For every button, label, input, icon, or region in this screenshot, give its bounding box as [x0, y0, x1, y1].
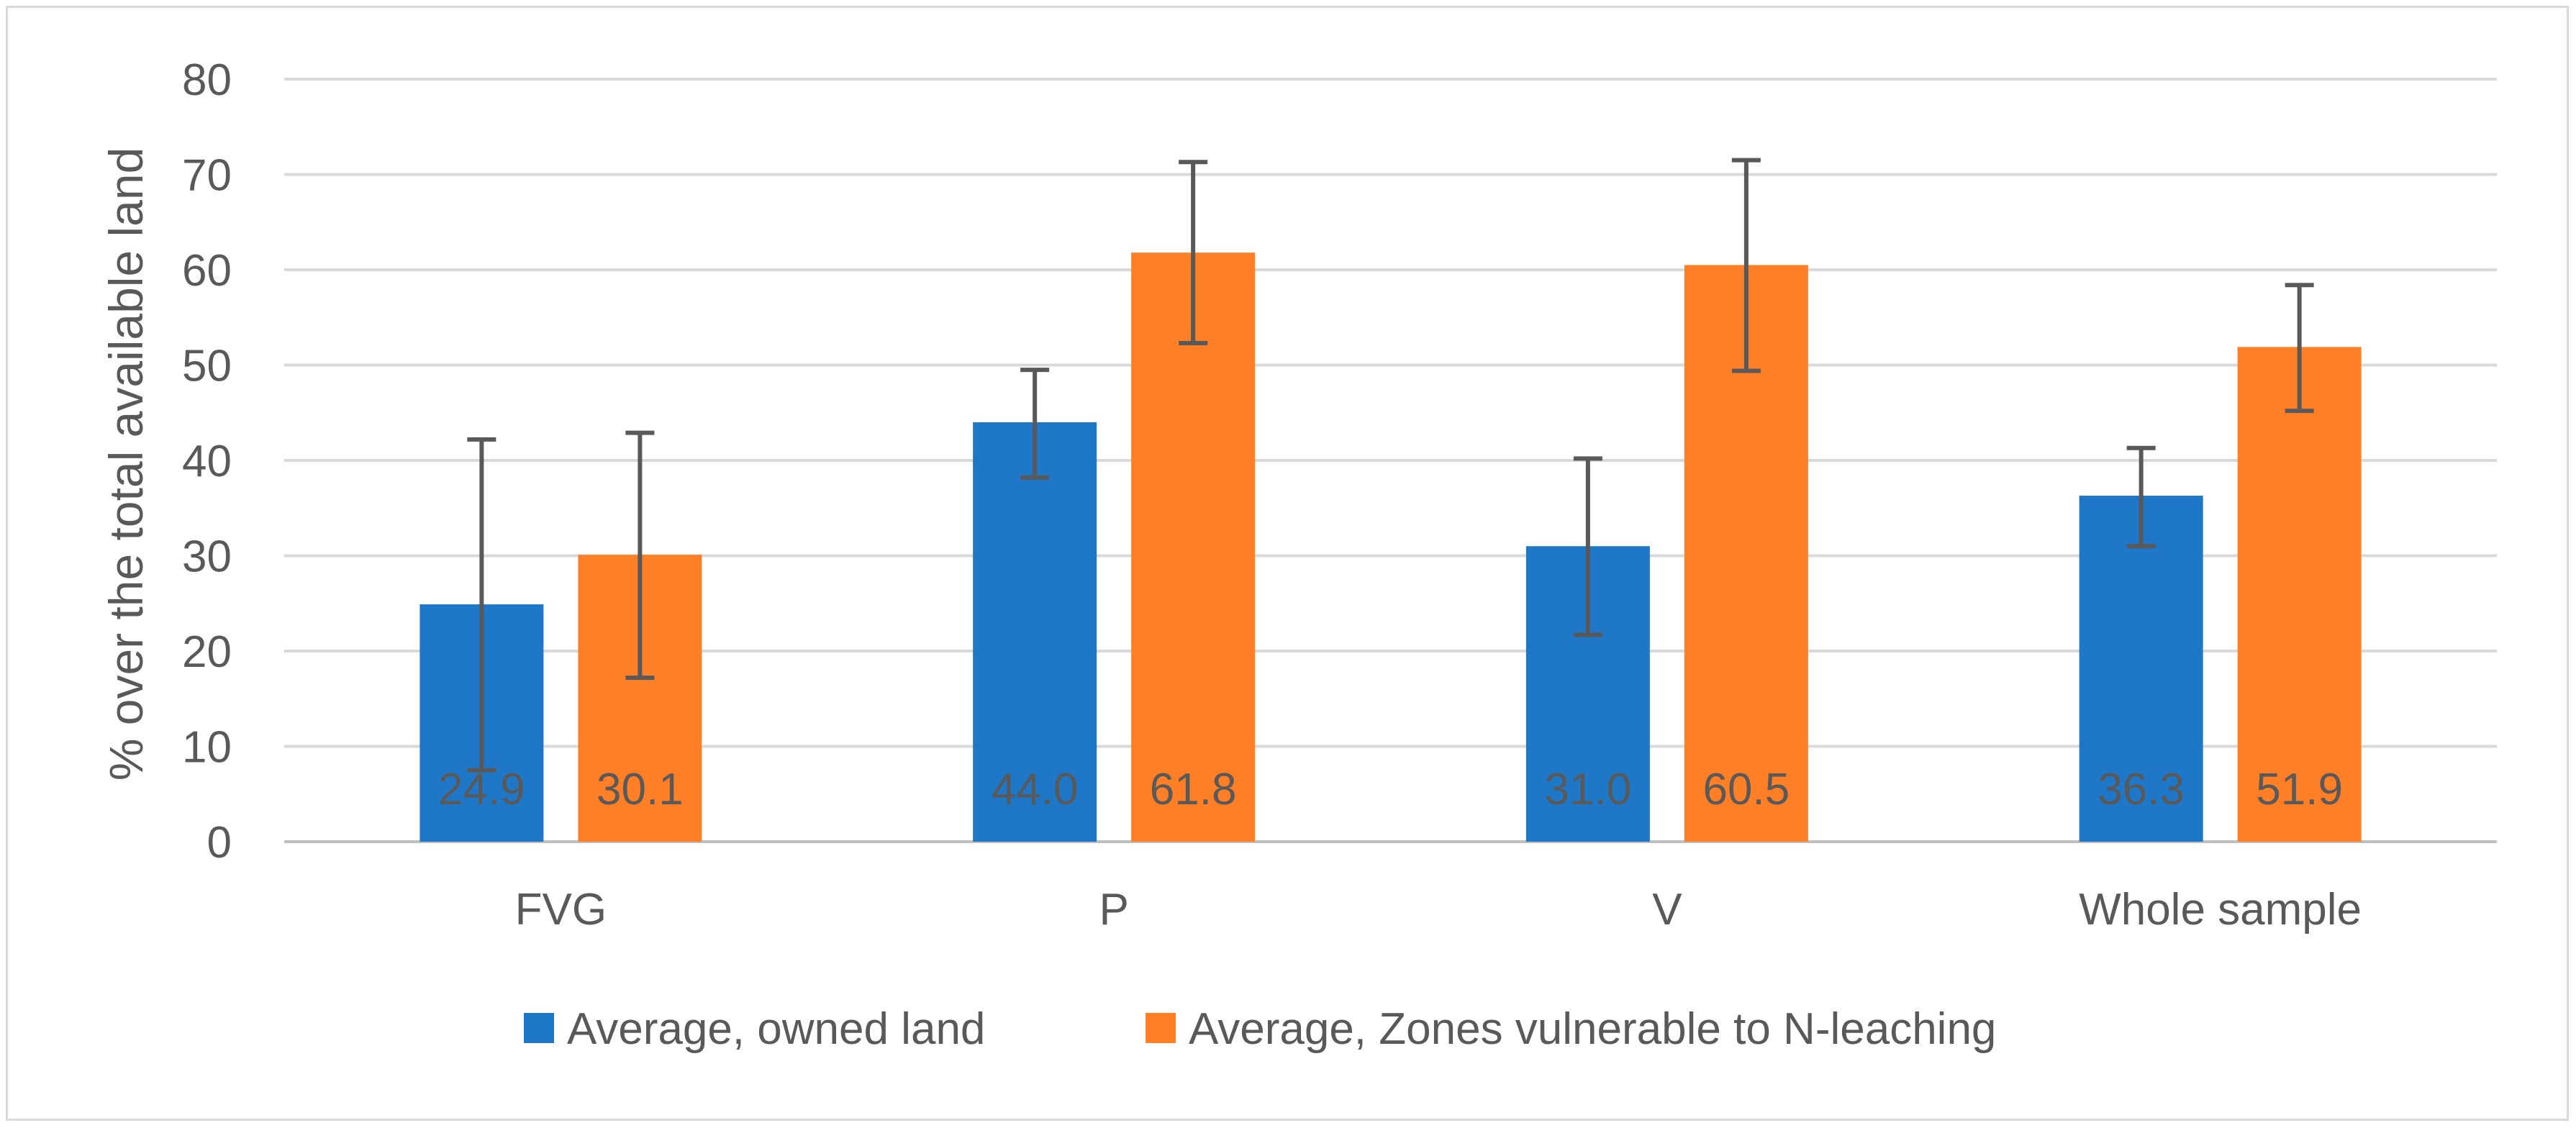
- x-tick-label: Whole sample: [2079, 885, 2362, 934]
- y-tick-label: 20: [182, 627, 232, 677]
- y-axis-label: % over the total available land: [99, 147, 153, 781]
- y-tick-label: 40: [182, 437, 232, 486]
- legend-swatch: [1146, 1013, 1176, 1043]
- bar-nvz-3: [2237, 347, 2362, 842]
- bars: [419, 253, 2362, 842]
- bar-owned-1: [973, 422, 1097, 842]
- data-label: 30.1: [597, 765, 684, 814]
- legend-label: Average, Zones vulnerable to N-leaching: [1189, 1004, 1996, 1054]
- x-tick-label: FVG: [515, 885, 607, 934]
- bar-owned-3: [2079, 496, 2203, 842]
- legend: Average, owned land Average, Zones vulner…: [524, 1004, 1996, 1054]
- data-label: 61.8: [1150, 765, 1237, 814]
- y-tick-label: 70: [182, 151, 232, 201]
- y-tick-label: 60: [182, 246, 232, 296]
- y-tick-label: 50: [182, 342, 232, 391]
- legend-swatch: [524, 1013, 554, 1043]
- data-label: 60.5: [1703, 765, 1790, 814]
- x-tick-label: P: [1099, 885, 1128, 934]
- y-tick-label: 10: [182, 723, 232, 773]
- data-labels: 24.9 30.1 44.0 61.8 31.0 60.5 36.3 51.9: [438, 765, 2343, 814]
- x-tick-labels: FVG P V Whole sample: [515, 885, 2362, 934]
- y-tick-labels: 0 10 20 30 40 50 60 70 80: [182, 55, 232, 868]
- x-tick-label: V: [1652, 885, 1682, 934]
- data-label: 31.0: [1545, 765, 1632, 814]
- data-label: 51.9: [2256, 765, 2343, 814]
- bar-nvz-1: [1131, 253, 1256, 842]
- data-label: 24.9: [438, 765, 525, 814]
- y-tick-label: 30: [182, 532, 232, 582]
- legend-label: Average, owned land: [567, 1004, 985, 1054]
- y-tick-label: 0: [207, 818, 232, 868]
- error-bars: [467, 158, 2314, 773]
- y-tick-label: 80: [182, 55, 232, 105]
- data-label: 44.0: [992, 765, 1079, 814]
- data-label: 36.3: [2097, 765, 2185, 814]
